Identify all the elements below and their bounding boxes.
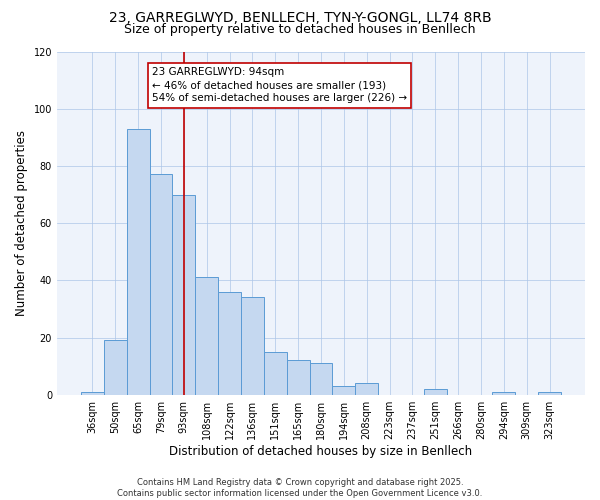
Bar <box>310 363 332 394</box>
Bar <box>264 352 287 395</box>
Bar <box>493 392 515 394</box>
Bar <box>218 292 241 395</box>
Text: Size of property relative to detached houses in Benllech: Size of property relative to detached ho… <box>124 22 476 36</box>
Bar <box>538 392 561 394</box>
Text: Contains HM Land Registry data © Crown copyright and database right 2025.
Contai: Contains HM Land Registry data © Crown c… <box>118 478 482 498</box>
Text: 23, GARREGLWYD, BENLLECH, TYN-Y-GONGL, LL74 8RB: 23, GARREGLWYD, BENLLECH, TYN-Y-GONGL, L… <box>109 11 491 25</box>
Bar <box>332 386 355 394</box>
Bar <box>149 174 172 394</box>
Bar <box>81 392 104 394</box>
Bar <box>127 128 149 394</box>
Text: 23 GARREGLWYD: 94sqm
← 46% of detached houses are smaller (193)
54% of semi-deta: 23 GARREGLWYD: 94sqm ← 46% of detached h… <box>152 67 407 104</box>
Bar <box>172 194 195 394</box>
Bar <box>355 384 378 394</box>
Bar <box>195 278 218 394</box>
Bar <box>424 389 446 394</box>
Bar <box>104 340 127 394</box>
Y-axis label: Number of detached properties: Number of detached properties <box>15 130 28 316</box>
Bar <box>241 298 264 394</box>
Bar <box>287 360 310 394</box>
X-axis label: Distribution of detached houses by size in Benllech: Distribution of detached houses by size … <box>169 444 473 458</box>
